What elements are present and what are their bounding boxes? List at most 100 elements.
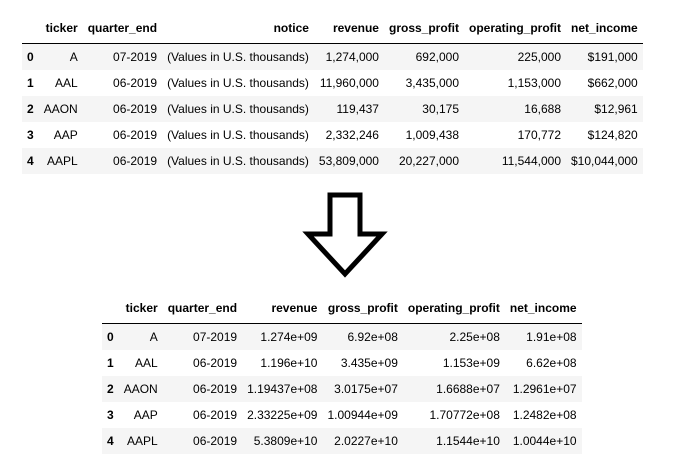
- header-row: ticker quarter_end notice revenue gross_…: [22, 14, 643, 44]
- col-header-net-income: net_income: [566, 14, 643, 44]
- cell-revenue: 119,437: [336, 102, 379, 116]
- cell-operating-profit: 1.6688e+07: [436, 382, 500, 396]
- cell-ticker: AAL: [135, 356, 158, 370]
- cell-gross-profit: 2.0227e+10: [334, 434, 398, 448]
- row-index: 3: [27, 128, 34, 142]
- cell-gross-profit: 30,175: [422, 102, 459, 116]
- table-row: 1 AAL 06-2019 (Values in U.S. thousands)…: [22, 70, 643, 96]
- output-dataframe-table: ticker quarter_end revenue gross_profit …: [102, 294, 582, 454]
- cell-quarter-end: 07-2019: [113, 50, 158, 64]
- col-header-ticker: ticker: [38, 14, 83, 44]
- cell-net-income: 1.2482e+08: [512, 408, 577, 422]
- row-index: 3: [107, 408, 114, 422]
- cell-ticker: AAPL: [127, 434, 158, 448]
- cell-quarter-end: 07-2019: [193, 330, 238, 344]
- cell-net-income: $191,000: [587, 50, 638, 64]
- cell-notice: (Values in U.S. thousands): [167, 154, 309, 168]
- table-row: 2 AAON 06-2019 (Values in U.S. thousands…: [22, 96, 643, 122]
- table-row: 3 AAP 06-2019 2.33225e+09 1.00944e+09 1.…: [102, 402, 582, 428]
- cell-notice: (Values in U.S. thousands): [167, 102, 309, 116]
- cell-gross-profit: 20,227,000: [398, 154, 459, 168]
- col-header-notice: notice: [162, 14, 314, 44]
- row-index: 4: [27, 154, 34, 168]
- cell-gross-profit: 692,000: [415, 50, 459, 64]
- cell-operating-profit: 1.1544e+10: [436, 434, 500, 448]
- cell-quarter-end: 06-2019: [193, 382, 238, 396]
- cell-operating-profit: 170,772: [517, 128, 561, 142]
- cell-ticker: AAP: [53, 128, 78, 142]
- cell-gross-profit: 3.0175e+07: [334, 382, 398, 396]
- cell-gross-profit: 1,009,438: [405, 128, 459, 142]
- cell-revenue: 1.196e+10: [260, 356, 318, 370]
- table-row: 3 AAP 06-2019 (Values in U.S. thousands)…: [22, 122, 643, 148]
- table-row: 2 AAON 06-2019 1.19437e+08 3.0175e+07 1.…: [102, 376, 582, 402]
- col-header-operating-profit: operating_profit: [402, 294, 505, 324]
- col-header-operating-profit: operating_profit: [464, 14, 566, 44]
- cell-quarter-end: 06-2019: [113, 128, 158, 142]
- cell-quarter-end: 06-2019: [113, 154, 158, 168]
- cell-operating-profit: 1.153e+09: [442, 356, 500, 370]
- cell-operating-profit: 2.25e+08: [449, 330, 500, 344]
- cell-net-income: 1.2961e+07: [512, 382, 577, 396]
- cell-revenue: 2.33225e+09: [247, 408, 318, 422]
- cell-revenue: 2,332,246: [325, 128, 379, 142]
- cell-quarter-end: 06-2019: [193, 356, 238, 370]
- col-header-gross-profit: gross_profit: [383, 14, 464, 44]
- index-header: [102, 294, 119, 324]
- cell-net-income: 1.91e+08: [526, 330, 577, 344]
- cell-revenue: 1.274e+09: [260, 330, 318, 344]
- input-dataframe-table: ticker quarter_end notice revenue gross_…: [22, 14, 643, 174]
- cell-notice: (Values in U.S. thousands): [167, 50, 309, 64]
- cell-quarter-end: 06-2019: [193, 434, 238, 448]
- row-index: 1: [107, 356, 114, 370]
- cell-ticker: AAP: [133, 408, 158, 422]
- cell-ticker: A: [149, 330, 158, 344]
- cell-net-income: $12,961: [594, 102, 638, 116]
- row-index: 2: [107, 382, 114, 396]
- row-index: 0: [27, 50, 34, 64]
- cell-ticker: AAL: [55, 76, 78, 90]
- cell-notice: (Values in U.S. thousands): [167, 128, 309, 142]
- cell-quarter-end: 06-2019: [113, 76, 158, 90]
- col-header-quarter-end: quarter_end: [162, 294, 243, 324]
- table-row: 1 AAL 06-2019 1.196e+10 3.435e+09 1.153e…: [102, 350, 582, 376]
- table-row: 4 AAPL 06-2019 (Values in U.S. thousands…: [22, 148, 643, 174]
- cell-revenue: 1.19437e+08: [247, 382, 318, 396]
- cell-operating-profit: 1.70772e+08: [429, 408, 500, 422]
- cell-net-income: 6.62e+08: [526, 356, 577, 370]
- cell-operating-profit: 11,544,000: [501, 154, 561, 168]
- cell-revenue: 1,274,000: [325, 50, 379, 64]
- cell-gross-profit: 6.92e+08: [347, 330, 398, 344]
- index-header: [22, 14, 39, 44]
- row-index: 2: [27, 102, 34, 116]
- down-arrow-icon: [302, 192, 388, 278]
- col-header-quarter-end: quarter_end: [82, 14, 163, 44]
- cell-ticker: AAPL: [47, 154, 78, 168]
- cell-gross-profit: 3.435e+09: [340, 356, 398, 370]
- table-row: 0 A 07-2019 (Values in U.S. thousands) 1…: [22, 43, 643, 70]
- cell-gross-profit: 3,435,000: [405, 76, 459, 90]
- row-index: 4: [107, 434, 114, 448]
- cell-revenue: 11,960,000: [319, 76, 379, 90]
- cell-operating-profit: 1,153,000: [507, 76, 561, 90]
- row-index: 1: [27, 76, 34, 90]
- cell-gross-profit: 1.00944e+09: [327, 408, 398, 422]
- cell-net-income: $10,044,000: [571, 154, 638, 168]
- cell-ticker: AAON: [43, 102, 78, 116]
- cell-quarter-end: 06-2019: [113, 102, 158, 116]
- table-row: 4 AAPL 06-2019 5.3809e+10 2.0227e+10 1.1…: [102, 428, 582, 454]
- cell-revenue: 53,809,000: [318, 154, 379, 168]
- col-header-net-income: net_income: [504, 294, 582, 324]
- cell-operating-profit: 225,000: [517, 50, 561, 64]
- cell-net-income: 1.0044e+10: [512, 434, 577, 448]
- col-header-gross-profit: gross_profit: [322, 294, 403, 324]
- cell-revenue: 5.3809e+10: [253, 434, 318, 448]
- cell-notice: (Values in U.S. thousands): [167, 76, 309, 90]
- col-header-ticker: ticker: [118, 294, 163, 324]
- col-header-revenue: revenue: [313, 14, 384, 44]
- cell-ticker: AAON: [123, 382, 158, 396]
- cell-operating-profit: 16,688: [524, 102, 561, 116]
- header-row: ticker quarter_end revenue gross_profit …: [102, 294, 582, 324]
- cell-net-income: $124,820: [587, 128, 638, 142]
- cell-quarter-end: 06-2019: [193, 408, 238, 422]
